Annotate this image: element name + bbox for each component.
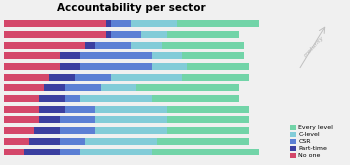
Bar [60, 138, 85, 145]
Bar [60, 116, 96, 123]
Bar [4, 138, 29, 145]
Bar [65, 84, 100, 91]
Bar [34, 127, 60, 134]
Bar [4, 52, 60, 59]
Bar [85, 138, 157, 145]
Bar [96, 106, 167, 113]
Bar [75, 74, 111, 81]
Bar [167, 127, 249, 134]
Bar [4, 74, 49, 81]
Bar [85, 42, 96, 49]
Title: Accountability per sector: Accountability per sector [57, 3, 205, 13]
Bar [131, 42, 162, 49]
Bar [131, 20, 177, 27]
Bar [136, 84, 239, 91]
Bar [80, 148, 152, 155]
Bar [80, 95, 152, 102]
Bar [106, 31, 111, 38]
Legend: Every level, C-level, CSR, Part-time, No one: Every level, C-level, CSR, Part-time, No… [289, 124, 334, 159]
Bar [39, 106, 65, 113]
Bar [152, 95, 239, 102]
Text: maturity: maturity [303, 35, 325, 58]
Bar [39, 116, 60, 123]
Bar [80, 52, 152, 59]
Bar [4, 31, 106, 38]
Bar [182, 52, 244, 59]
Bar [24, 148, 60, 155]
Bar [4, 84, 44, 91]
Bar [4, 63, 60, 70]
Bar [152, 148, 259, 155]
Bar [157, 138, 249, 145]
Bar [29, 138, 60, 145]
Bar [141, 31, 167, 38]
Bar [162, 42, 244, 49]
Bar [100, 84, 136, 91]
Bar [49, 74, 75, 81]
Bar [44, 84, 65, 91]
Bar [111, 74, 182, 81]
Bar [177, 20, 259, 27]
Bar [4, 116, 39, 123]
Bar [4, 95, 39, 102]
Bar [96, 127, 167, 134]
Bar [4, 20, 106, 27]
Bar [60, 63, 80, 70]
Bar [65, 95, 80, 102]
Bar [80, 63, 152, 70]
Bar [152, 63, 188, 70]
Bar [167, 31, 239, 38]
Bar [65, 106, 96, 113]
Bar [39, 95, 65, 102]
Bar [152, 52, 182, 59]
Bar [60, 52, 80, 59]
Bar [167, 106, 249, 113]
Bar [106, 20, 111, 27]
Bar [111, 20, 131, 27]
Bar [4, 42, 85, 49]
Bar [167, 116, 249, 123]
Bar [182, 74, 249, 81]
Bar [4, 127, 34, 134]
Bar [96, 116, 167, 123]
Bar [4, 148, 24, 155]
Bar [60, 148, 80, 155]
Bar [4, 106, 39, 113]
Bar [111, 31, 141, 38]
Bar [60, 127, 96, 134]
Bar [188, 63, 249, 70]
Bar [96, 42, 131, 49]
